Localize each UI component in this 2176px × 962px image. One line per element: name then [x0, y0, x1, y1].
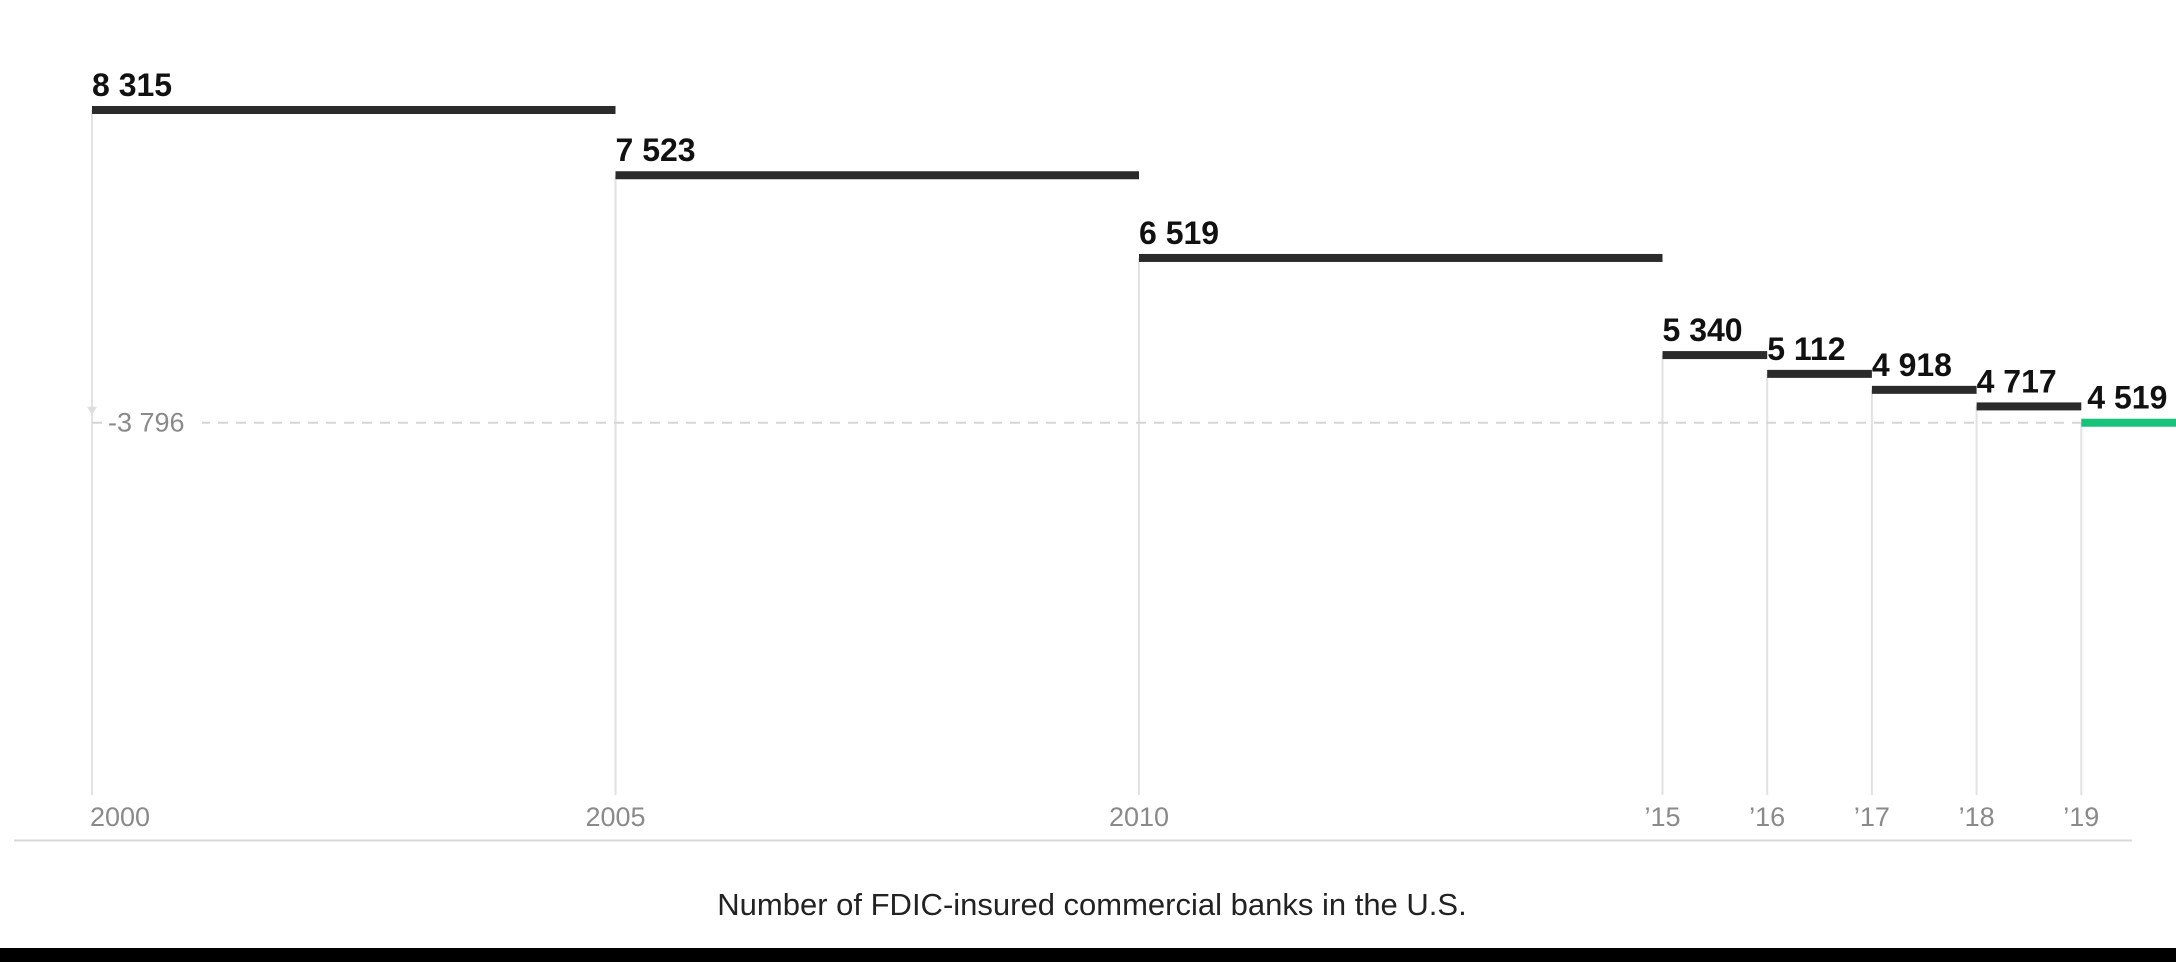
step-2000 — [92, 106, 616, 114]
step-2010 — [1139, 253, 1663, 262]
reference-label-background — [102, 404, 202, 439]
step-2017 — [1871, 385, 1977, 394]
tick-label-2015: ’15 — [1644, 802, 1680, 832]
value-label-2000: 8 315 — [92, 67, 172, 103]
step-2015 — [1662, 351, 1768, 360]
step-segments — [92, 106, 2176, 427]
value-labels: 8 315 7 523 6 519 5 340 5 112 4 918 4 717 4 519 — [92, 67, 2167, 416]
vertical-gridlines — [91, 110, 2083, 795]
step-2018 — [1976, 402, 2082, 411]
value-label-2016: 5 112 — [1767, 331, 1845, 367]
value-label-2005: 7 523 — [616, 132, 696, 168]
tick-label-2005: 2005 — [585, 802, 645, 832]
value-label-2010: 6 519 — [1139, 215, 1219, 251]
tick-label-2000: 2000 — [90, 802, 150, 832]
step-2016 — [1767, 369, 1872, 378]
step-2019 — [2081, 418, 2176, 427]
value-label-2017: 4 918 — [1872, 347, 1952, 383]
tick-label-2016: ’16 — [1749, 802, 1785, 832]
down-arrow-icon — [87, 406, 97, 415]
value-label-2018: 4 717 — [1977, 363, 2057, 399]
reference-change-label: -3 796 — [108, 408, 185, 438]
tick-label-2010: 2010 — [1109, 802, 1169, 832]
tick-label-2019: ’19 — [2063, 802, 2099, 832]
value-label-2015: 5 340 — [1663, 312, 1743, 348]
step-2005 — [615, 171, 1139, 180]
chart-caption: Number of FDIC-insured commercial banks … — [717, 887, 1466, 922]
x-axis-tick-labels: 2000 2005 2010 ’15 ’16 ’17 ’18 ’19 — [90, 802, 2099, 832]
value-label-2019: 4 519 — [2087, 380, 2167, 416]
tick-label-2018: ’18 — [1959, 802, 1995, 832]
tick-label-2017: ’17 — [1854, 802, 1890, 832]
reference-line-group: -3 796 — [87, 404, 2082, 439]
